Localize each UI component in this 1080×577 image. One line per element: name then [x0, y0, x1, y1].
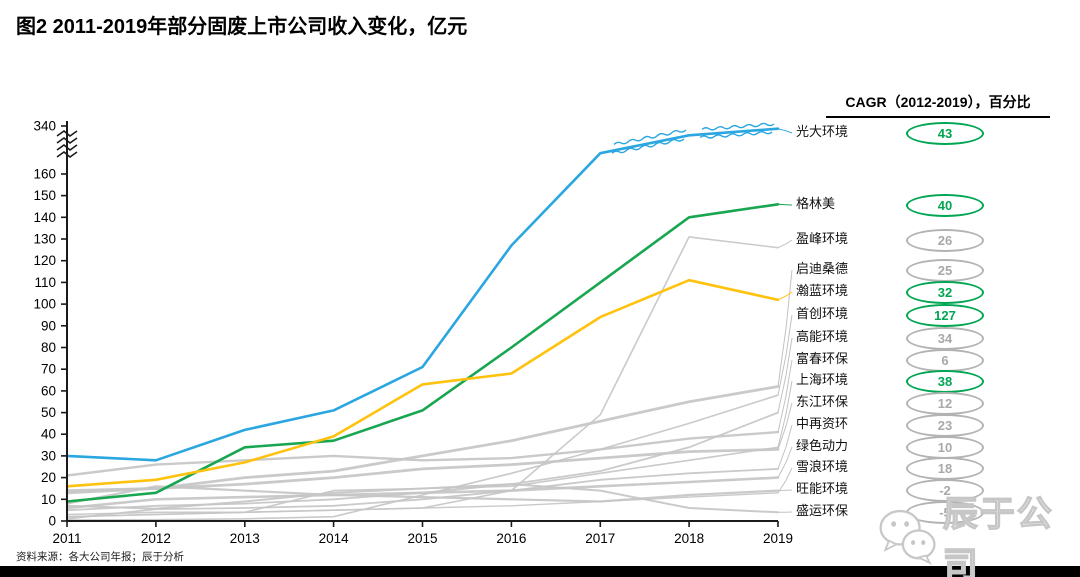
- axis-break-mark: [56, 137, 78, 144]
- line-break-squiggle: [699, 130, 773, 139]
- line-break-squiggle: [613, 129, 687, 145]
- y-tick-label: 340: [33, 119, 56, 134]
- series-line: [66, 236, 779, 516]
- y-tick-label: 120: [33, 253, 56, 268]
- x-tick-label: 2015: [407, 531, 437, 546]
- y-tick-label: 40: [41, 427, 56, 442]
- cagr-value-ellipse: 10: [906, 436, 984, 459]
- company-label: 中再资环: [796, 417, 849, 432]
- y-tick-label: 100: [33, 297, 56, 312]
- line-break-squiggle: [611, 138, 685, 154]
- y-tick-label: 20: [41, 470, 56, 485]
- series-line: [66, 394, 779, 521]
- label-leader-line: [777, 359, 793, 433]
- label-leader-line: [777, 337, 793, 413]
- cagr-value-ellipse: 34: [906, 327, 984, 350]
- label-leader-line: [777, 446, 793, 478]
- company-label: 东江环保: [796, 395, 849, 410]
- y-tick-label: 150: [33, 188, 56, 203]
- x-tick-label: 2011: [52, 531, 81, 546]
- company-label: 旺能环境: [796, 482, 849, 497]
- series-line: [65, 430, 780, 477]
- company-label: 高能环境: [796, 330, 849, 345]
- cagr-value-ellipse: 32: [906, 281, 984, 304]
- label-leader-line: [777, 467, 793, 494]
- label-leader-line: [777, 291, 793, 301]
- y-tick-label: 0: [48, 514, 56, 529]
- cagr-value-ellipse: 18: [906, 457, 984, 480]
- series-line: [65, 476, 780, 510]
- series-line: [65, 485, 780, 505]
- x-tick-label: 2013: [230, 531, 260, 546]
- cagr-column-header: CAGR（2012-2019），百分比: [826, 92, 1050, 118]
- cagr-value-ellipse: 12: [906, 392, 984, 415]
- company-label: 绿色动力: [796, 439, 849, 454]
- series-line: [65, 203, 780, 503]
- series-line: [66, 483, 779, 514]
- series-line: [65, 127, 780, 462]
- x-tick-label: 2017: [585, 531, 615, 546]
- series-line: [66, 492, 779, 518]
- cagr-value-ellipse: 43: [906, 122, 984, 145]
- x-tick-label: 2019: [763, 531, 793, 546]
- company-label: 瀚蓝环境: [796, 284, 849, 299]
- y-tick-label: 80: [41, 340, 56, 355]
- y-tick-label: 30: [41, 448, 56, 463]
- label-leader-line: [777, 489, 793, 492]
- y-tick-label: 90: [41, 318, 56, 333]
- bottom-black-bar: [0, 566, 1080, 577]
- cagr-value-ellipse: 40: [906, 194, 984, 217]
- x-tick-label: 2014: [319, 531, 350, 546]
- watermark: 辰于公司: [876, 486, 1080, 577]
- cagr-value-ellipse: 6: [906, 349, 984, 372]
- company-label: 盛运环保: [796, 504, 849, 519]
- company-label: 格林美: [796, 197, 836, 212]
- cagr-value-ellipse: 23: [906, 414, 984, 437]
- company-label: 启迪桑德: [796, 262, 849, 277]
- cagr-value-ellipse: 26: [906, 229, 984, 252]
- y-tick-label: 60: [41, 383, 56, 398]
- source-note: 资料来源：各大公司年报；辰于分析: [16, 551, 184, 563]
- axis-break-mark: [56, 151, 78, 158]
- company-label: 富春环保: [796, 352, 849, 367]
- x-tick-label: 2012: [141, 531, 171, 546]
- wechat-icon: [879, 509, 936, 566]
- label-leader-line: [777, 380, 793, 448]
- y-tick-label: 160: [33, 167, 56, 182]
- series-line: [65, 385, 780, 495]
- y-tick-label: 130: [33, 232, 56, 247]
- cagr-value-ellipse: 38: [906, 370, 984, 393]
- label-leader-line: [777, 314, 793, 396]
- company-label: 首创环境: [796, 307, 849, 322]
- page-title: 图2 2011-2019年部分固废上市公司收入变化，亿元: [16, 16, 468, 38]
- y-tick-label: 10: [41, 492, 56, 507]
- label-leader-line: [777, 203, 793, 206]
- x-tick-label: 2018: [674, 531, 704, 546]
- cagr-value-ellipse: 25: [906, 259, 984, 282]
- line-break-squiggle: [701, 122, 775, 131]
- label-leader-line: [777, 424, 793, 470]
- y-tick-label: 70: [41, 362, 56, 377]
- label-leader-line: [777, 128, 793, 134]
- label-leader-line: [777, 269, 793, 387]
- cagr-value-ellipse: 127: [906, 304, 984, 327]
- series-line: [65, 278, 780, 488]
- label-leader-line: [777, 239, 793, 249]
- series-line: [66, 467, 779, 520]
- x-tick-label: 2016: [496, 531, 526, 546]
- company-label: 盈峰环境: [796, 232, 849, 247]
- axis-break-mark: [56, 130, 78, 137]
- y-tick-label: 50: [41, 405, 56, 420]
- watermark-text: 辰于公司: [942, 493, 1054, 577]
- y-tick-label: 110: [34, 275, 56, 290]
- company-label: 雪浪环境: [796, 460, 849, 475]
- y-tick-label: 140: [33, 210, 56, 225]
- company-label: 上海环境: [796, 373, 849, 388]
- company-label: 光大环境: [796, 125, 849, 140]
- label-leader-line: [777, 402, 793, 450]
- axis-break-mark: [56, 144, 78, 151]
